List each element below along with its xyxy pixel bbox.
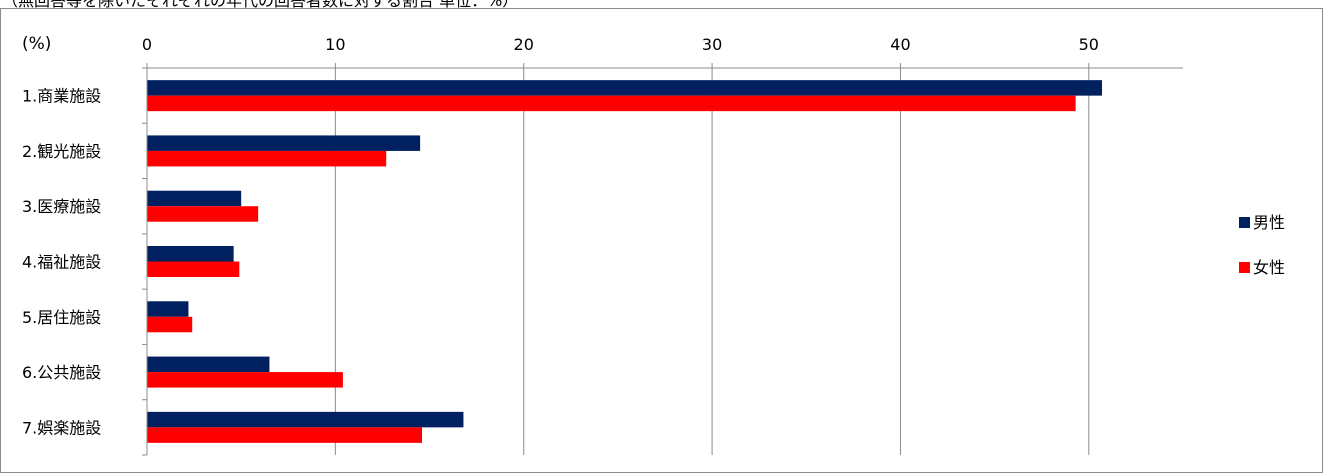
category-label: 2.観光施設 — [22, 142, 101, 161]
legend-label-female: 女性 — [1253, 258, 1285, 277]
category-labels: 1.商業施設 2.観光施設 3.医療施設 4.福祉施設 5.居住施設 6.公共施設 7.娯楽… — [22, 87, 101, 438]
category-label: 7.娯楽施設 — [22, 418, 101, 437]
legend-swatch-male — [1239, 217, 1250, 228]
category-label: 4.福祉施設 — [22, 253, 101, 272]
x-tick-label: 50 — [1079, 35, 1099, 54]
bar-male-7 — [147, 411, 464, 428]
bar-female-6 — [147, 372, 343, 388]
x-tick-label: 30 — [702, 35, 722, 54]
bar-male-4 — [147, 246, 234, 262]
x-tick-label: 40 — [890, 35, 910, 54]
legend-swatch-female — [1239, 262, 1250, 273]
bar-female-4 — [147, 261, 240, 277]
category-label: 3.医療施設 — [22, 197, 101, 216]
x-tick-label: 0 — [142, 35, 152, 54]
legend-label-male: 男性 — [1253, 213, 1285, 232]
bar-female-1 — [147, 95, 1076, 112]
x-tick-label: 20 — [514, 35, 534, 54]
grid-lines — [334, 68, 1090, 455]
bar-male-6 — [147, 356, 270, 373]
bar-female-2 — [147, 150, 387, 167]
bar-female-3 — [147, 206, 259, 222]
bars — [147, 80, 1103, 443]
category-label: 6.公共施設 — [22, 363, 101, 382]
bar-male-2 — [147, 135, 421, 151]
unit-label: (%) — [22, 34, 51, 54]
category-label: 1.商業施設 — [22, 87, 101, 106]
bar-female-5 — [147, 316, 193, 333]
chart-caption: （無回答等を除いたそれぞれの年代の回答者数に対する割合 単位：%） — [2, 0, 519, 10]
tick-labels: 0 10 20 30 40 50 — [142, 35, 1099, 54]
bar-male-5 — [147, 301, 189, 317]
bar-male-3 — [147, 190, 242, 207]
chart-frame — [0, 8, 1323, 473]
bar-male-1 — [147, 80, 1103, 96]
x-tick-label: 10 — [325, 35, 345, 54]
axes — [142, 63, 1183, 456]
bar-female-7 — [147, 427, 423, 443]
category-label: 5.居住施設 — [22, 308, 101, 327]
